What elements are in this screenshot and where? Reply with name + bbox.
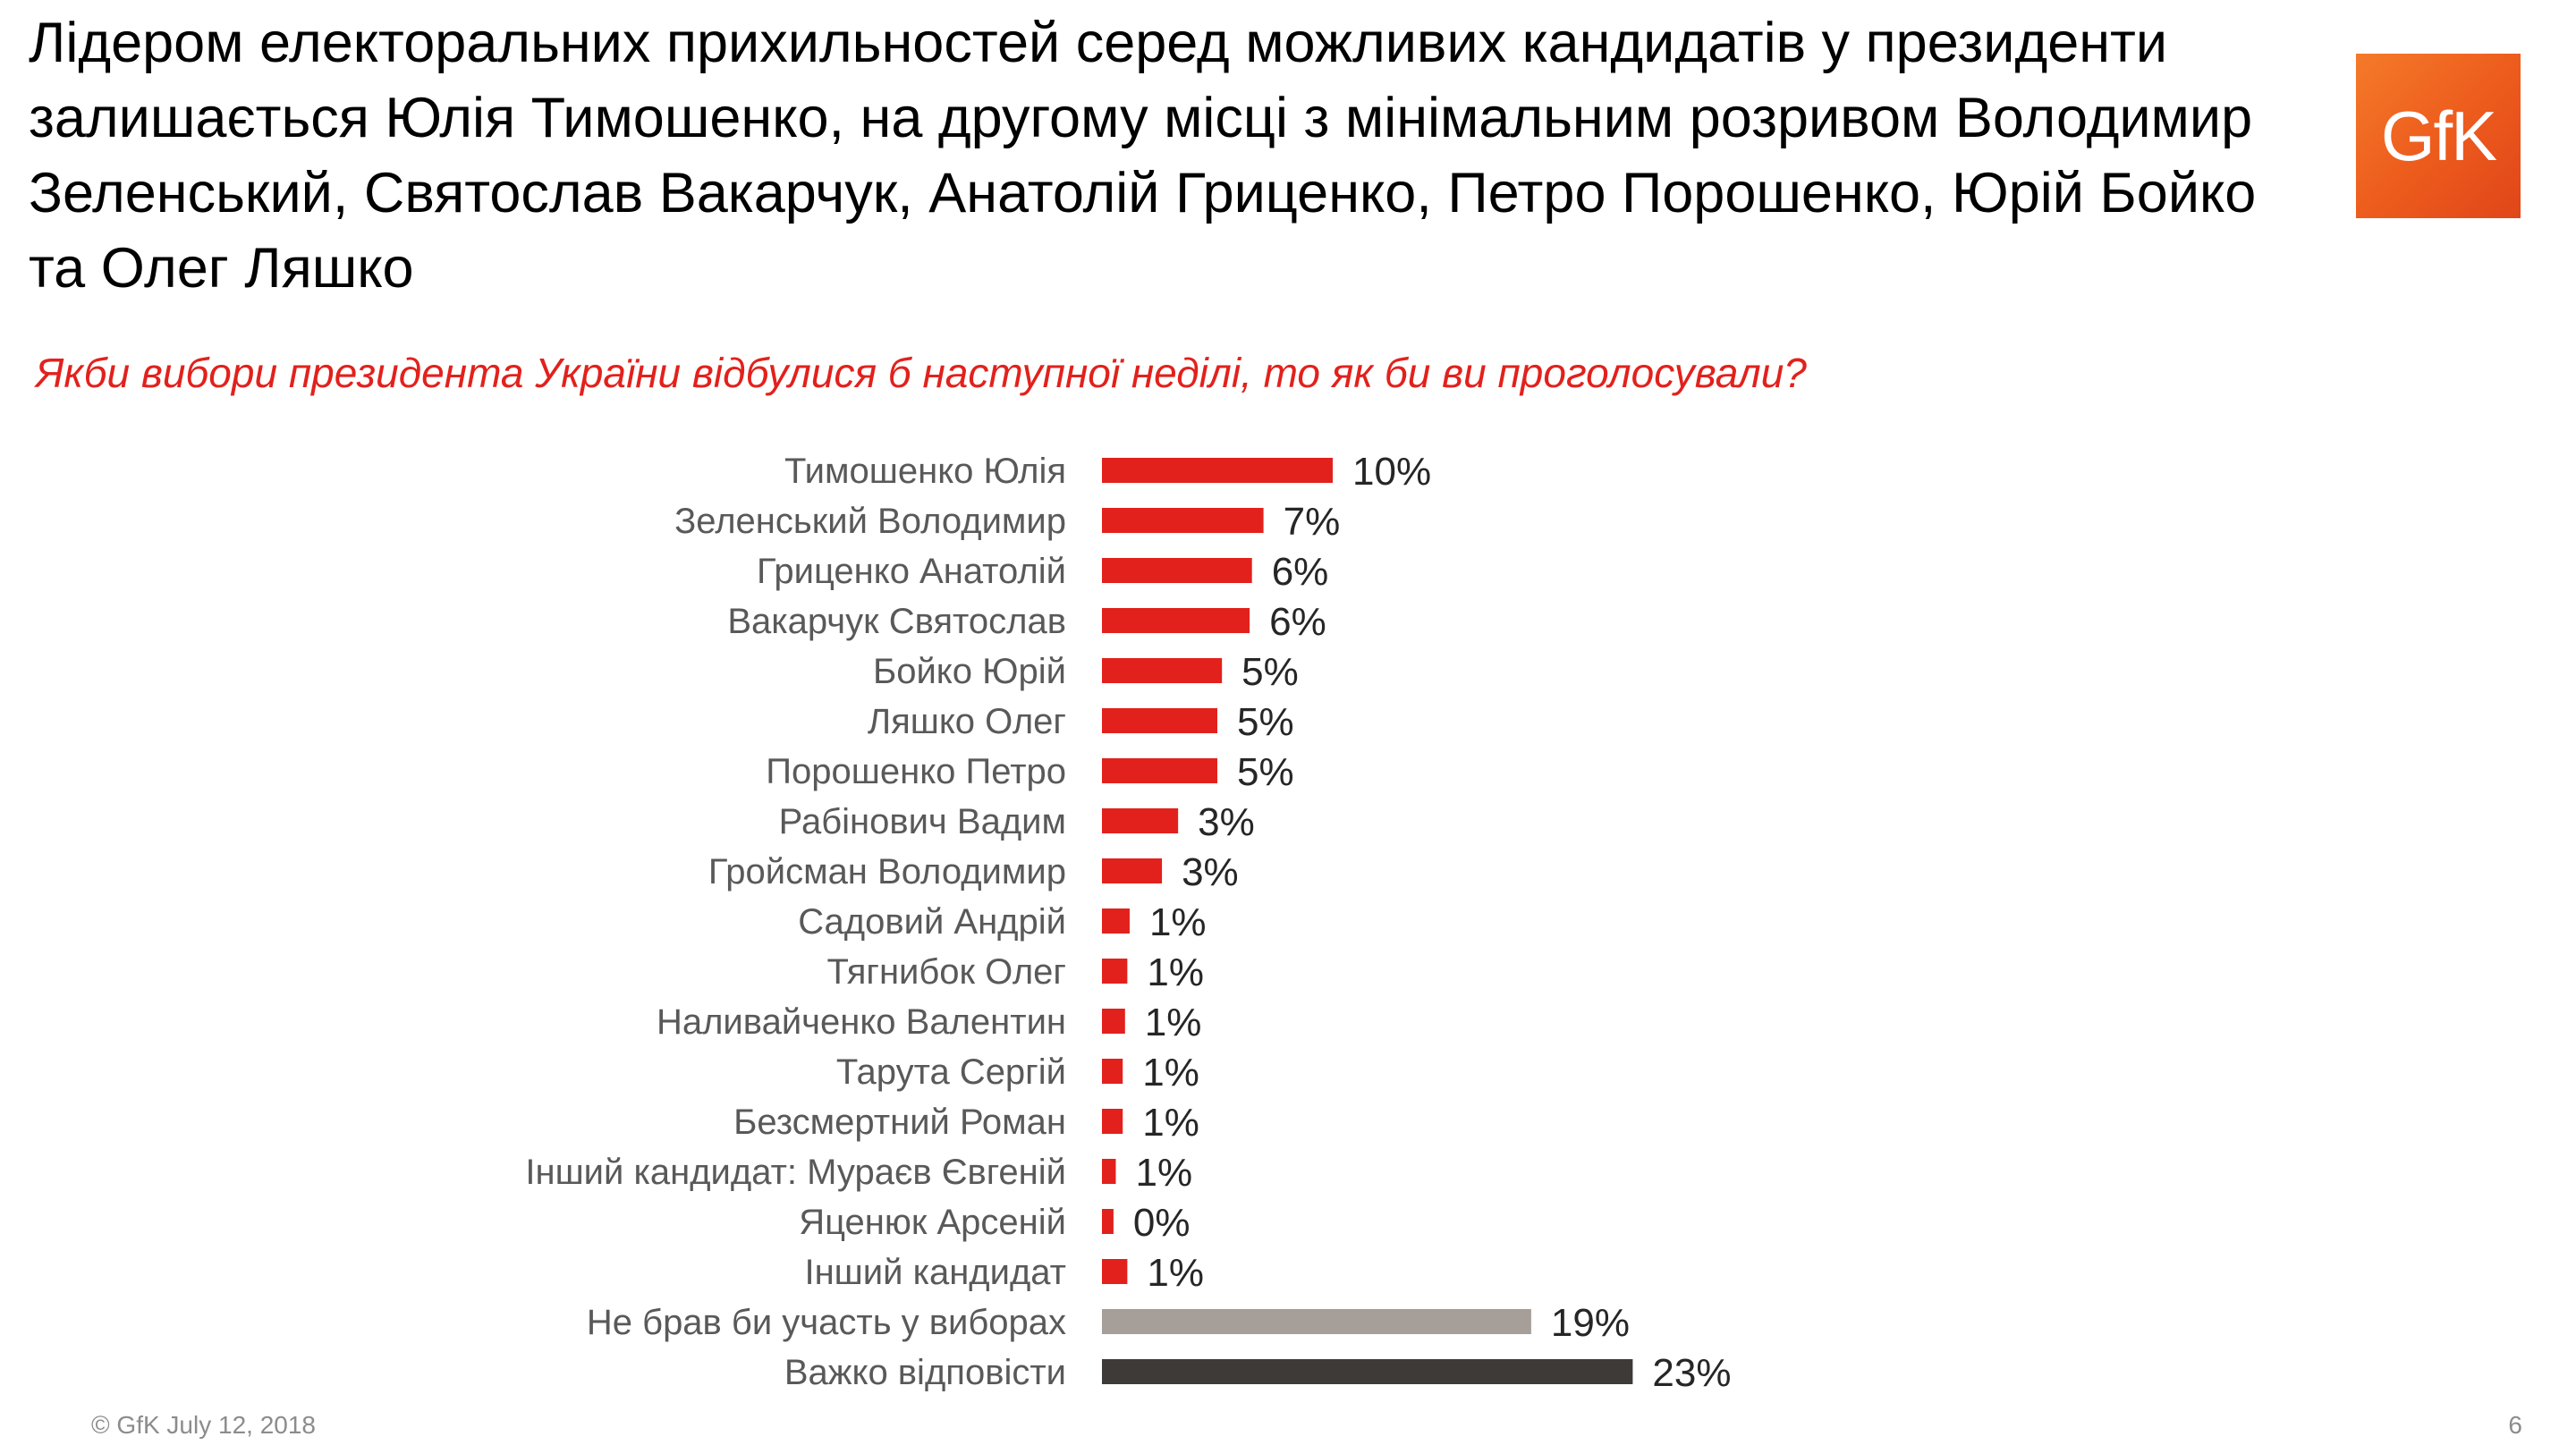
- bar: [1102, 1109, 1123, 1134]
- category-label: Наливайченко Валентин: [657, 1002, 1066, 1042]
- category-label: Гройсман Володимир: [708, 852, 1066, 892]
- page-number: 6: [2508, 1411, 2522, 1439]
- value-label: 0%: [1133, 1201, 1191, 1245]
- survey-question: Якби вибори президента України відбулися…: [36, 350, 1807, 396]
- category-label: Тимошенко Юлія: [784, 452, 1066, 491]
- gfk-logo: GfK: [2356, 54, 2521, 218]
- value-label: 6%: [1269, 600, 1326, 644]
- bar: [1102, 908, 1130, 934]
- value-label: 19%: [1551, 1301, 1630, 1345]
- value-label: 7%: [1284, 500, 1341, 544]
- bar: [1102, 1309, 1531, 1334]
- category-label: Садовий Андрій: [798, 902, 1066, 942]
- bar: [1102, 1209, 1114, 1234]
- value-label: 5%: [1241, 650, 1299, 694]
- value-label: 23%: [1652, 1351, 1731, 1395]
- value-label: 1%: [1145, 1001, 1202, 1044]
- value-label: 1%: [1147, 1251, 1204, 1295]
- category-label: Тарута Сергій: [836, 1052, 1066, 1092]
- category-label: Інший кандидат: Мураєв Євгеній: [525, 1153, 1066, 1192]
- value-label: 6%: [1272, 550, 1329, 594]
- value-label: 3%: [1198, 800, 1255, 844]
- bar: [1102, 458, 1333, 483]
- bar: [1102, 1059, 1123, 1084]
- value-label: 1%: [1149, 900, 1207, 944]
- value-label: 1%: [1147, 951, 1204, 994]
- value-label: 1%: [1142, 1051, 1199, 1094]
- bar: [1102, 708, 1217, 733]
- category-label: Безсмертний Роман: [733, 1103, 1066, 1142]
- value-label: 1%: [1135, 1151, 1192, 1195]
- category-label: Яценюк Арсеній: [799, 1203, 1066, 1242]
- value-label: 10%: [1352, 450, 1431, 494]
- bar: [1102, 808, 1179, 833]
- category-label: Не брав би участь у виборах: [587, 1303, 1066, 1342]
- bar: [1102, 558, 1252, 583]
- value-label: 1%: [1142, 1101, 1199, 1145]
- bar: [1102, 658, 1223, 683]
- bar: [1102, 1159, 1116, 1184]
- category-label: Тягнибок Олег: [827, 952, 1066, 992]
- category-label: Важко відповісти: [784, 1353, 1066, 1392]
- bar: [1102, 1009, 1125, 1034]
- bar: [1102, 758, 1217, 783]
- gfk-logo-text: GfK: [2380, 96, 2497, 175]
- category-label: Ляшко Олег: [868, 702, 1066, 741]
- slide-title: Лідером електоральних прихильностей сере…: [29, 12, 2257, 300]
- bar: [1102, 858, 1163, 883]
- value-label: 5%: [1237, 700, 1294, 744]
- category-label: Зеленський Володимир: [674, 502, 1066, 541]
- footer-copyright: © GfK July 12, 2018: [91, 1411, 316, 1439]
- value-label: 5%: [1237, 750, 1294, 794]
- category-label: Рабінович Вадим: [779, 802, 1066, 841]
- category-label: Порошенко Петро: [766, 752, 1066, 791]
- category-label: Бойко Юрій: [873, 652, 1066, 691]
- category-label: Інший кандидат: [804, 1253, 1066, 1292]
- category-label: Гриценко Анатолій: [757, 552, 1066, 591]
- bar: [1102, 608, 1250, 633]
- bar: [1102, 1359, 1633, 1384]
- bar: [1102, 959, 1128, 984]
- category-label: Вакарчук Святослав: [727, 602, 1066, 641]
- value-label: 3%: [1182, 850, 1239, 894]
- bar: [1102, 508, 1264, 533]
- bar: [1102, 1259, 1128, 1284]
